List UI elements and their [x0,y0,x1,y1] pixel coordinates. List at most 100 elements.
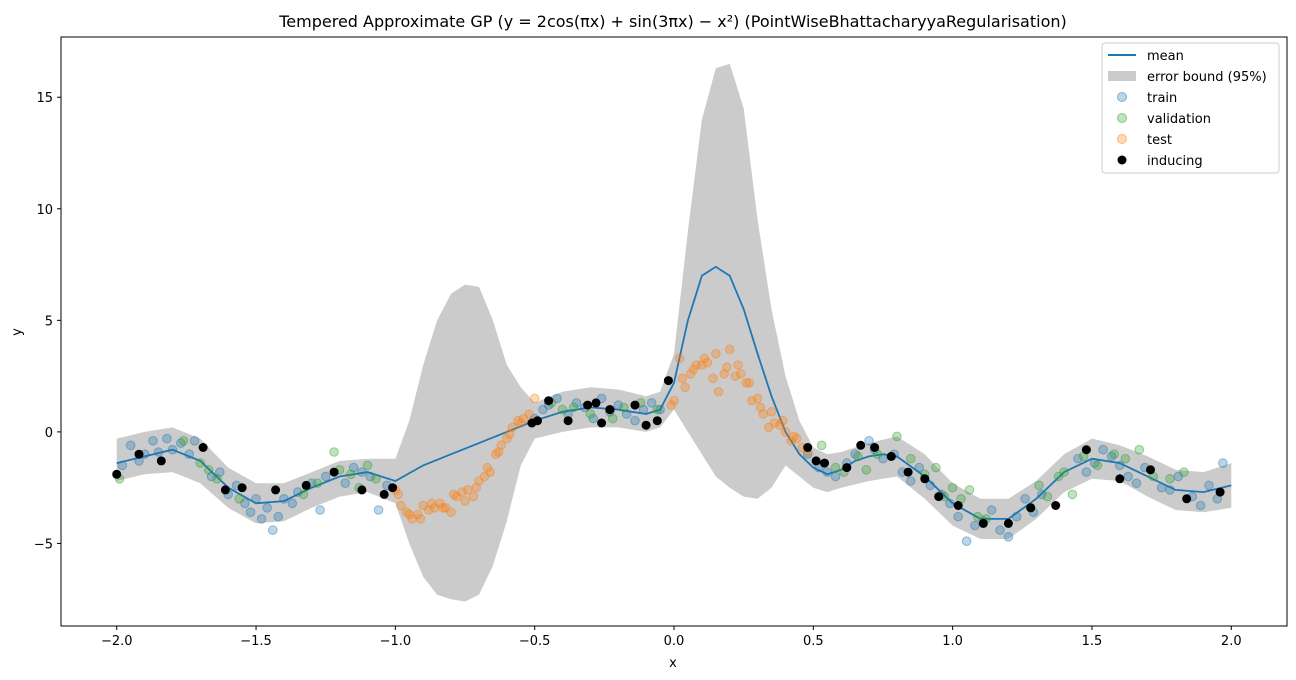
inducing-point [641,420,651,430]
validation-point [619,402,629,413]
inducing-point [112,469,122,479]
test-point [669,395,679,406]
validation-point [931,462,941,473]
train-point [206,471,217,482]
train-point [914,462,925,473]
y-axis-label: y [10,328,25,336]
train-point [850,449,860,460]
train-point [340,478,351,489]
x-tick-label: −1.5 [240,634,272,649]
test-point [713,386,724,397]
x-tick-label: −0.5 [519,634,551,649]
inducing-point [1003,518,1013,528]
validation-point [298,489,309,500]
train-point [125,440,136,451]
train-point [268,525,278,535]
legend: mean error bound (95%) train validation … [1101,42,1280,174]
y-tick-label: −5 [34,537,53,552]
train-point [348,462,359,473]
inducing-point [1081,445,1091,455]
validation-point [853,451,863,462]
test-point [451,491,462,502]
x-tick-label: 1.0 [942,634,963,649]
test-point [407,514,417,524]
train-point [1106,451,1117,462]
inducing-point [1115,474,1125,484]
train-point [251,494,261,504]
train-point [373,505,384,515]
test-point [446,507,456,518]
inducing-point [544,396,554,406]
validation-point [212,474,222,484]
validation-point [1067,489,1078,500]
validation-point [1092,460,1103,471]
legend-train-swatch [1117,92,1127,102]
validation-point [371,474,381,484]
validation-point [178,436,189,446]
legend-test-swatch [1117,134,1127,144]
train-point [1115,460,1125,471]
test-point [680,382,690,393]
legend-validation-label: validation [1147,112,1211,127]
test-point [747,395,757,406]
inducing-point [630,400,640,410]
validation-point [234,494,245,504]
train-point [240,498,250,509]
test-point [396,500,406,511]
train-point [655,404,665,415]
train-point [117,460,128,471]
train-point [864,436,874,446]
test-point [777,415,788,426]
test-point [518,413,529,424]
test-point [691,360,702,370]
x-axis: −2.0 −1.5 −1.0 −0.5 0.0 0.5 1.0 1.5 2.0 [101,626,1242,649]
train-point [552,393,562,404]
test-point [789,431,799,442]
inducing-point [329,467,339,477]
validation-point [972,511,983,522]
test-point [474,476,484,486]
train-point [945,498,955,509]
train-point [153,447,164,457]
train-point [162,433,172,444]
test-point [463,485,473,495]
inducing-point [357,485,367,495]
inducing-point [934,492,944,502]
inducing-point [920,474,930,484]
test-point [724,344,735,355]
validation-point [1059,467,1069,477]
test-point [471,482,482,493]
validation-point [1109,449,1119,460]
x-axis-label: x [669,656,677,671]
legend-validation-swatch [1117,113,1127,123]
test-point [424,505,434,515]
inducing-point [1215,487,1225,497]
validation-point [1042,491,1053,502]
x-tick-label: −1.0 [380,634,412,649]
test-point [418,500,429,511]
train-point [315,505,325,515]
test-point [730,371,741,381]
test-point [791,433,802,444]
test-point [404,509,415,520]
legend-band-label: error bound (95%) [1147,70,1267,85]
validation-point [947,482,958,493]
test-point [733,360,743,370]
validation-point [568,402,579,413]
inducing-point [1026,503,1036,513]
train-point [1204,480,1214,491]
validation-point [585,409,596,419]
train-point [1089,458,1100,468]
test-point [393,489,404,500]
train-point [1098,444,1108,455]
train-point [613,400,624,410]
validation-point [906,453,916,464]
test-point [752,393,763,404]
inducing-point [237,483,247,493]
test-point [786,436,796,446]
inducing-point [591,398,601,408]
train-point [588,413,599,424]
inducing-point [388,483,398,493]
test-point [677,373,688,384]
